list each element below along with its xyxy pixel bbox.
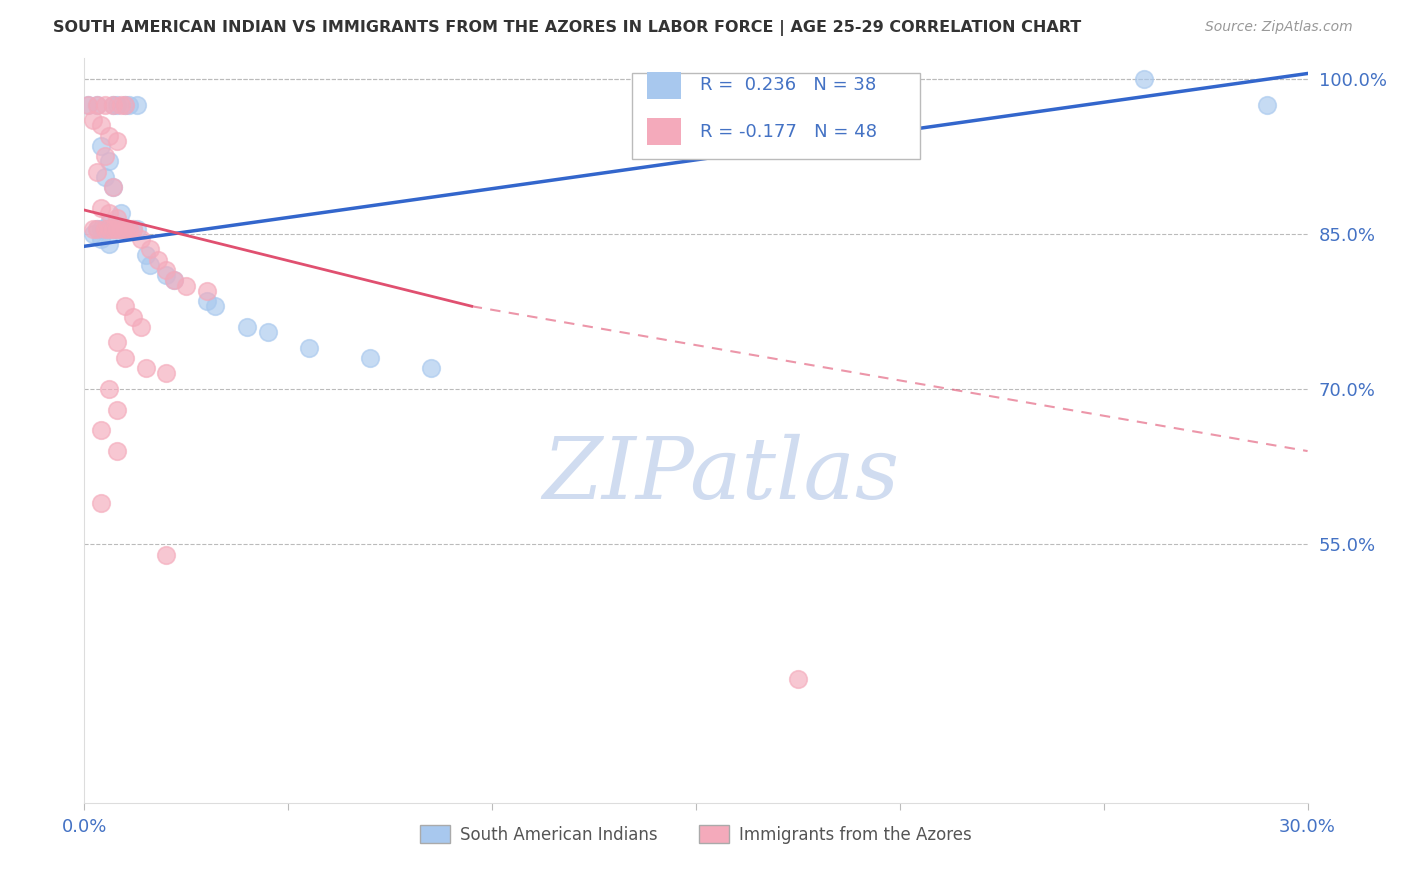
- Point: [257, 325, 280, 339]
- Point: [195, 284, 218, 298]
- Point: [105, 444, 128, 458]
- Point: [105, 335, 128, 350]
- Point: [359, 351, 381, 365]
- Point: [118, 221, 141, 235]
- Point: [105, 221, 128, 235]
- Point: [90, 139, 112, 153]
- Point: [82, 227, 104, 241]
- Point: [122, 221, 145, 235]
- Point: [131, 232, 153, 246]
- Point: [86, 165, 108, 179]
- Point: [86, 221, 108, 235]
- Point: [155, 263, 177, 277]
- Point: [97, 237, 120, 252]
- Point: [105, 402, 128, 417]
- Legend: South American Indians, Immigrants from the Azores: South American Indians, Immigrants from …: [413, 819, 979, 850]
- Point: [101, 97, 124, 112]
- Point: [114, 299, 136, 313]
- Point: [82, 113, 104, 128]
- Text: ZIPatlas: ZIPatlas: [541, 434, 898, 516]
- Text: R =  0.236   N = 38: R = 0.236 N = 38: [700, 77, 876, 95]
- Point: [97, 221, 120, 235]
- Point: [90, 201, 112, 215]
- Point: [93, 97, 115, 112]
- Point: [86, 221, 108, 235]
- Point: [1133, 71, 1156, 86]
- Point: [105, 221, 128, 235]
- Point: [110, 221, 132, 235]
- Point: [163, 273, 186, 287]
- Point: [685, 97, 707, 112]
- FancyBboxPatch shape: [647, 118, 682, 145]
- Point: [146, 252, 169, 267]
- Point: [90, 423, 112, 437]
- Text: SOUTH AMERICAN INDIAN VS IMMIGRANTS FROM THE AZORES IN LABOR FORCE | AGE 25-29 C: SOUTH AMERICAN INDIAN VS IMMIGRANTS FROM…: [53, 20, 1081, 36]
- Point: [110, 206, 132, 220]
- Point: [138, 258, 160, 272]
- Point: [101, 180, 124, 194]
- Point: [97, 128, 120, 143]
- Point: [114, 351, 136, 365]
- Point: [105, 211, 128, 226]
- Text: R = -0.177   N = 48: R = -0.177 N = 48: [700, 122, 876, 141]
- Point: [122, 221, 145, 235]
- Point: [105, 134, 128, 148]
- Point: [77, 97, 100, 112]
- Point: [1256, 97, 1278, 112]
- Text: Source: ZipAtlas.com: Source: ZipAtlas.com: [1205, 20, 1353, 34]
- Point: [114, 221, 136, 235]
- Point: [138, 243, 160, 257]
- Point: [90, 496, 112, 510]
- Point: [97, 154, 120, 169]
- Point: [135, 361, 157, 376]
- Point: [101, 180, 124, 194]
- Point: [155, 548, 177, 562]
- Point: [236, 320, 259, 334]
- Point: [155, 268, 177, 283]
- Point: [101, 221, 124, 235]
- Point: [90, 118, 112, 132]
- Point: [93, 169, 115, 184]
- FancyBboxPatch shape: [633, 73, 920, 159]
- Point: [787, 672, 810, 686]
- Point: [86, 97, 108, 112]
- Point: [135, 247, 157, 261]
- Point: [114, 221, 136, 235]
- Point: [77, 97, 100, 112]
- Point: [195, 294, 218, 309]
- Point: [420, 361, 443, 376]
- Point: [110, 97, 132, 112]
- Point: [82, 221, 104, 235]
- Point: [118, 97, 141, 112]
- Point: [101, 221, 124, 235]
- Point: [86, 97, 108, 112]
- Point: [114, 97, 136, 112]
- Point: [93, 221, 115, 235]
- Point: [90, 232, 112, 246]
- Point: [97, 382, 120, 396]
- Point: [118, 221, 141, 235]
- Point: [298, 341, 321, 355]
- Point: [204, 299, 226, 313]
- Point: [131, 320, 153, 334]
- Point: [155, 367, 177, 381]
- Point: [127, 221, 149, 235]
- Point: [93, 149, 115, 163]
- Point: [105, 97, 128, 112]
- FancyBboxPatch shape: [647, 72, 682, 99]
- Point: [101, 97, 124, 112]
- Point: [110, 221, 132, 235]
- Point: [174, 278, 197, 293]
- Point: [90, 221, 112, 235]
- Point: [122, 310, 145, 324]
- Point: [93, 221, 115, 235]
- Point: [97, 206, 120, 220]
- Point: [97, 217, 120, 231]
- Point: [127, 97, 149, 112]
- Point: [163, 273, 186, 287]
- Point: [114, 97, 136, 112]
